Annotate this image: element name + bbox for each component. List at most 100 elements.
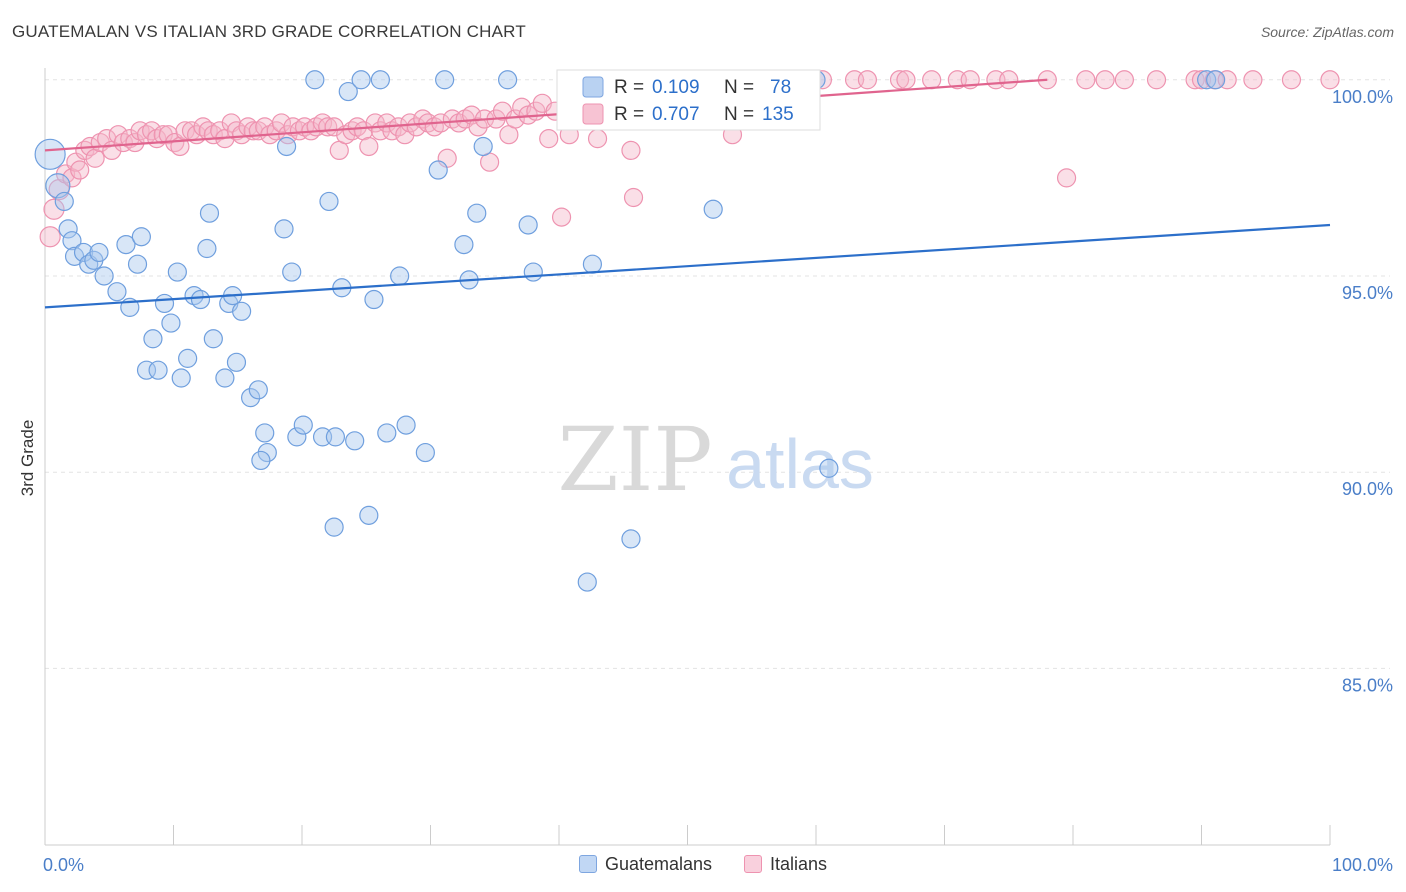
x-tick-label: 100.0% xyxy=(1332,855,1393,875)
italian-point xyxy=(505,109,525,129)
guatemalan-point xyxy=(232,301,252,321)
italian-point xyxy=(587,129,608,149)
italian-point xyxy=(70,160,90,180)
series-legend: Guatemalans Italians xyxy=(0,850,1406,878)
guatemalan-point xyxy=(116,234,136,255)
guatemalan-point xyxy=(325,427,346,447)
guatemalan-point xyxy=(54,191,74,212)
italian-point xyxy=(468,117,488,137)
guatemalan-point xyxy=(338,81,358,102)
italian-point xyxy=(857,70,878,90)
guatemalan-point xyxy=(241,388,261,408)
guatemalan-point xyxy=(518,215,538,235)
axes xyxy=(44,68,1331,846)
italian-point xyxy=(1146,70,1167,90)
series-legend-item-italians[interactable]: Italians xyxy=(744,854,827,875)
guatemalan-point xyxy=(1206,70,1226,90)
legend-r-label-2: R = xyxy=(614,104,644,125)
guatemalan-point xyxy=(467,203,487,223)
italian-point xyxy=(889,70,910,90)
guatemalan-point xyxy=(197,238,217,259)
italian-point xyxy=(621,140,641,161)
guatemalan-point xyxy=(415,442,435,463)
watermark-atlas: atlas xyxy=(726,425,874,503)
italian-point xyxy=(39,226,61,248)
guatemalans-swatch xyxy=(578,855,597,873)
legend-n-value-2: 135 xyxy=(762,104,794,125)
guatemalan-point xyxy=(257,442,277,463)
guatemalan-point xyxy=(305,70,325,90)
guatemalan-point xyxy=(345,431,365,451)
guatemalan-point xyxy=(161,313,181,333)
legend-swatch-italians xyxy=(582,103,604,125)
guatemalan-point xyxy=(203,329,223,349)
italians-swatch xyxy=(744,855,762,873)
italian-point xyxy=(1095,70,1115,90)
guatemalan-point xyxy=(167,262,187,282)
italian-point xyxy=(1056,168,1077,188)
guatemalan-point xyxy=(154,293,175,314)
guatemalan-point xyxy=(287,427,307,447)
guatemalan-point xyxy=(58,219,78,239)
guatemalan-point xyxy=(396,415,416,435)
italian-point xyxy=(896,70,916,90)
guatemalan-point xyxy=(94,266,114,286)
guatemalan-point xyxy=(190,289,211,310)
guatemalan-point xyxy=(136,360,157,380)
italian-point xyxy=(1281,70,1302,90)
legend-n-label-2: N = xyxy=(724,104,754,125)
italian-point xyxy=(539,129,559,149)
y-tick-label: 100.0% xyxy=(1332,87,1393,107)
axis-labels: 85.0% 90.0% 95.0% 100.0% 0.0% 100.0% 3rd Grade xyxy=(18,87,1393,875)
guatemalans-label: Guatemalans xyxy=(604,853,712,874)
legend-r-value-1: 0.109 xyxy=(652,77,700,98)
guatemalan-point xyxy=(199,203,220,223)
italian-point xyxy=(551,207,572,227)
guatemalan-point xyxy=(435,70,455,90)
stats-legend: R = 0.109 N = 78 R = 0.707 N = 135 xyxy=(556,69,821,131)
grid-lines xyxy=(45,79,1390,669)
guatemalan-point xyxy=(34,138,66,170)
guatemalan-point xyxy=(473,136,493,157)
guatemalan-point xyxy=(293,415,313,435)
guatemalan-point xyxy=(131,227,151,247)
legend-r-value-2: 0.707 xyxy=(652,104,700,125)
italian-point xyxy=(1243,70,1263,90)
guatemalan-point xyxy=(577,572,597,592)
italian-point xyxy=(359,136,379,157)
y-tick-label: 95.0% xyxy=(1342,283,1393,303)
italian-point xyxy=(1217,70,1237,90)
guatemalan-point xyxy=(359,505,379,525)
italian-point xyxy=(43,198,65,220)
guatemalan-point xyxy=(274,219,294,239)
guatemalan-point xyxy=(582,254,603,274)
watermark-zip: ZIP xyxy=(557,408,712,511)
guatemalan-point xyxy=(251,450,271,471)
guatemalan-point xyxy=(621,529,641,549)
guatemalan-point xyxy=(364,289,384,310)
guatemalan-point xyxy=(351,70,371,90)
guatemalan-point xyxy=(148,360,168,380)
guatemalan-point xyxy=(319,191,339,212)
guatemalan-point xyxy=(89,242,109,263)
series-legend-item-guatemalans[interactable]: Guatemalans xyxy=(578,853,712,875)
guatemalan-point xyxy=(143,329,163,349)
guatemalan-point xyxy=(226,352,247,372)
guatemalan-point xyxy=(498,70,518,90)
x-tick-label: 0.0% xyxy=(43,855,84,875)
guatemalan-point xyxy=(819,458,839,478)
legend-n-value-1: 78 xyxy=(770,77,791,98)
guatemalan-point xyxy=(276,136,297,157)
guatemalan-point xyxy=(282,262,302,282)
guatemalan-point xyxy=(454,234,474,255)
italian-point xyxy=(999,70,1019,90)
italian-point xyxy=(1320,70,1340,90)
italian-point xyxy=(62,168,82,188)
source-label: Source: ZipAtlas.com xyxy=(1260,24,1394,40)
y-tick-label: 90.0% xyxy=(1342,479,1393,499)
watermark: ZIP atlas xyxy=(557,408,874,511)
guatemalan-point xyxy=(127,254,148,274)
italians-trend-line xyxy=(44,78,1048,152)
guatemalan-point xyxy=(703,199,723,219)
